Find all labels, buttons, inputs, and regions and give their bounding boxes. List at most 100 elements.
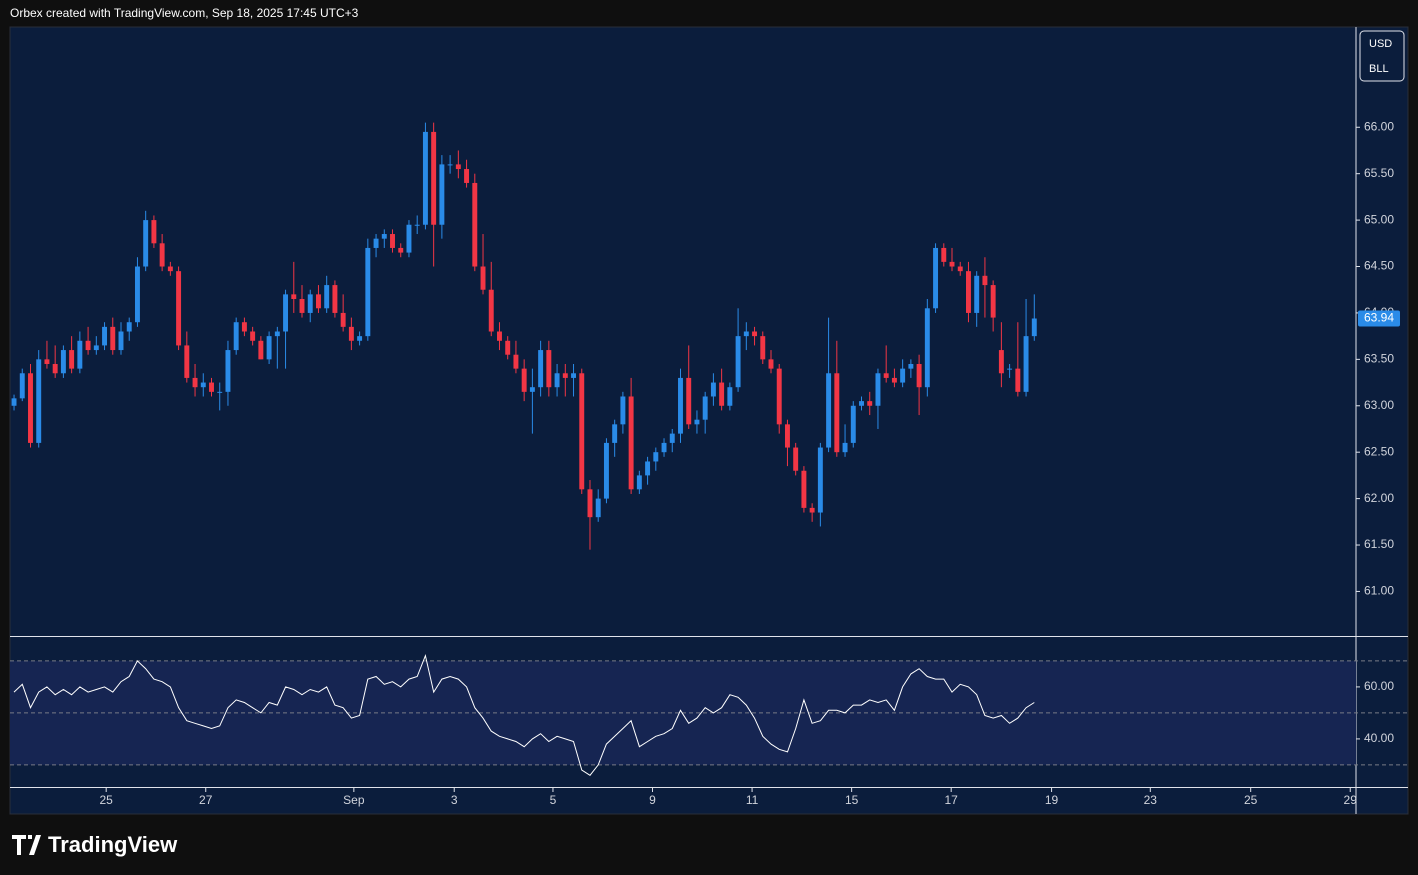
candle-body xyxy=(826,373,832,448)
candle-body xyxy=(414,224,420,226)
candle-body xyxy=(44,359,50,364)
x-tick-label: 17 xyxy=(945,793,959,807)
candle-body xyxy=(36,359,42,443)
candle-body xyxy=(307,294,313,313)
x-tick-label: 11 xyxy=(746,793,759,807)
candle-body xyxy=(176,271,182,346)
candle-body xyxy=(1023,336,1029,392)
last-price-tag xyxy=(1358,310,1400,327)
candle-body xyxy=(842,442,848,453)
candle-body xyxy=(126,322,132,332)
candle-body xyxy=(834,373,840,453)
x-tick-label: Sep xyxy=(343,793,365,807)
candle-body xyxy=(554,373,560,388)
x-tick-label: 25 xyxy=(100,793,114,807)
candle-body xyxy=(102,326,108,346)
candle-body xyxy=(134,266,140,323)
candle-body xyxy=(200,382,206,388)
candle-body xyxy=(464,169,470,183)
candle-body xyxy=(801,470,807,508)
candle-body xyxy=(883,373,889,378)
candle-body xyxy=(52,363,58,374)
candle-body xyxy=(365,247,371,337)
x-tick-label: 5 xyxy=(550,793,557,807)
candle-body xyxy=(299,299,305,313)
candle-body xyxy=(357,336,363,341)
candle-body xyxy=(1031,318,1037,337)
candle-body xyxy=(497,331,502,341)
candle-body xyxy=(233,322,239,351)
candle-body xyxy=(324,285,330,309)
y-tick-label: 63.00 xyxy=(1364,398,1394,412)
candle-body xyxy=(266,336,272,360)
candle-body xyxy=(381,234,387,239)
candle-body xyxy=(636,475,642,490)
candle-body xyxy=(965,271,971,313)
candle-body xyxy=(571,373,576,378)
candle-body xyxy=(159,243,165,267)
candle-body xyxy=(776,368,782,425)
x-tick-label: 25 xyxy=(1244,793,1258,807)
candle-body xyxy=(867,401,873,406)
candle-body xyxy=(1015,368,1021,392)
candle-body xyxy=(406,224,412,253)
candle-body xyxy=(455,164,461,170)
candle-body xyxy=(933,247,939,309)
candle-body xyxy=(612,424,618,443)
rsi-line xyxy=(13,654,1035,776)
candle-body xyxy=(768,359,774,369)
candle-body xyxy=(924,308,930,388)
candle-body xyxy=(241,322,247,332)
candle-body xyxy=(209,382,214,392)
candle-body xyxy=(332,285,338,313)
candle-body xyxy=(28,373,33,443)
candle-body xyxy=(60,350,66,374)
symbol-box xyxy=(1359,30,1405,82)
y-tick-label: 66.00 xyxy=(1364,119,1394,133)
header: Orbex created with TradingView.com, Sep … xyxy=(10,6,359,20)
candle-body xyxy=(447,164,453,166)
candle-body xyxy=(373,238,379,248)
candle-body xyxy=(916,363,922,388)
candle-body xyxy=(439,164,445,225)
candle-body xyxy=(735,336,741,388)
rsi-y-tick-label: 60.00 xyxy=(1364,679,1394,693)
candle-body xyxy=(258,340,264,360)
candle-body xyxy=(118,331,124,351)
candle-body xyxy=(752,331,758,337)
candle-body xyxy=(628,396,634,490)
candle-body xyxy=(653,452,659,462)
candle-body xyxy=(521,368,527,392)
candle-body xyxy=(645,461,651,476)
x-tick-label: 27 xyxy=(199,793,213,807)
candle-body xyxy=(727,387,733,406)
unit: BLL xyxy=(1369,63,1389,75)
candle-body xyxy=(11,398,17,406)
candle-body xyxy=(93,345,99,351)
candle-body xyxy=(19,373,25,399)
currency: USD xyxy=(1369,38,1392,50)
candle-body xyxy=(250,331,256,341)
candle-body xyxy=(891,377,897,383)
candle-body xyxy=(850,405,856,443)
x-tick-label: 15 xyxy=(845,793,859,807)
candle-body xyxy=(587,489,593,518)
candle-body xyxy=(348,326,354,341)
candle-body xyxy=(562,373,568,378)
candle-body xyxy=(274,331,280,337)
candle-body xyxy=(743,331,749,337)
candle-body xyxy=(719,382,725,406)
x-tick-label: 23 xyxy=(1144,793,1158,807)
candle-body xyxy=(143,220,149,267)
candle-body xyxy=(859,401,864,406)
candle-body xyxy=(661,442,667,453)
y-tick-label: 62.50 xyxy=(1364,444,1394,458)
candle-body xyxy=(702,396,708,420)
candle-body xyxy=(998,350,1004,374)
candle-body xyxy=(217,391,223,393)
candle-body xyxy=(546,350,552,388)
x-tick-label: 9 xyxy=(649,793,656,807)
candle-body xyxy=(167,266,173,272)
candle-body xyxy=(398,247,404,253)
x-tick-label: 19 xyxy=(1045,793,1059,807)
